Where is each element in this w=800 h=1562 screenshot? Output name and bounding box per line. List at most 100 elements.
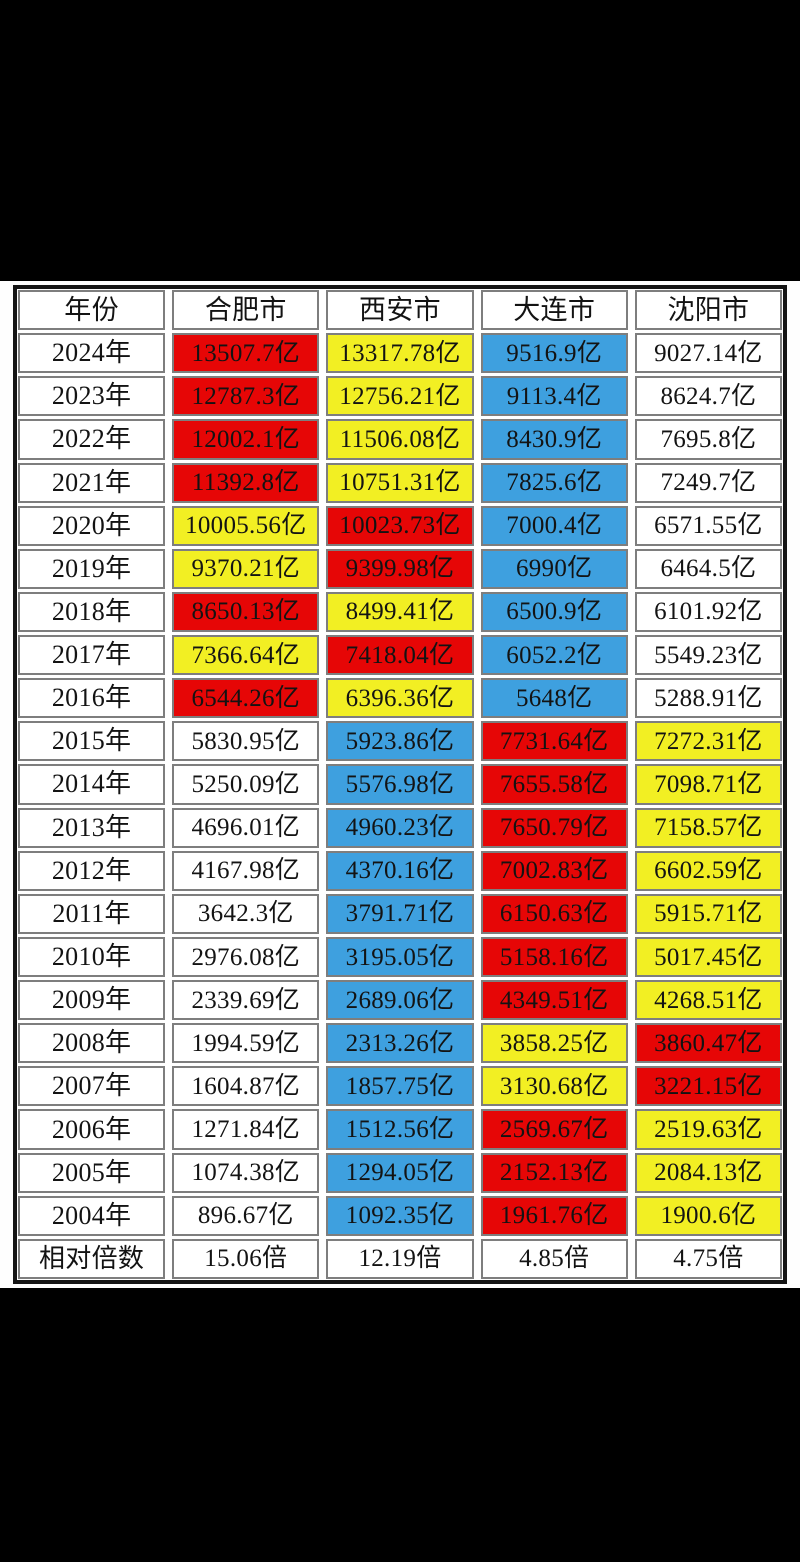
- top-black-band: [0, 0, 800, 281]
- value-cell: 7655.58亿: [480, 764, 628, 805]
- footer-value-cell: 4.85倍: [480, 1238, 628, 1279]
- value-cell: 2689.06亿: [326, 980, 474, 1021]
- value-cell: 9516.9亿: [480, 333, 628, 374]
- year-cell: 2012年: [18, 850, 166, 891]
- year-cell: 2014年: [18, 764, 166, 805]
- year-cell: 2024年: [18, 333, 166, 374]
- value-cell: 5923.86亿: [326, 721, 474, 762]
- value-cell: 6602.59亿: [634, 850, 782, 891]
- bottom-black-band: [0, 1288, 800, 1562]
- year-cell: 2008年: [18, 1023, 166, 1064]
- value-cell: 7098.71亿: [634, 764, 782, 805]
- value-cell: 5830.95亿: [172, 721, 320, 762]
- gdp-comparison-table: 年份 合肥市 西安市 大连市 沈阳市 2024年 13507.7亿 13317.78亿 9516…: [13, 285, 787, 1284]
- year-cell: 2017年: [18, 635, 166, 676]
- value-cell: 8499.41亿: [326, 591, 474, 633]
- value-cell: 2519.63亿: [634, 1109, 782, 1150]
- value-cell: 1900.6亿: [634, 1195, 782, 1236]
- value-cell: 1961.76亿: [480, 1195, 628, 1236]
- value-cell: 1604.87亿: [172, 1066, 320, 1107]
- table-page: 年份 合肥市 西安市 大连市 沈阳市 2024年 13507.7亿 13317.78亿 9516…: [0, 281, 800, 1288]
- value-cell: 7825.6亿: [480, 462, 628, 503]
- value-cell: 9027.14亿: [634, 333, 782, 374]
- value-cell: 2084.13亿: [634, 1152, 782, 1193]
- value-cell: 6990亿: [480, 548, 628, 589]
- header-cell-city: 西安市: [326, 290, 474, 331]
- value-cell: 6571.55亿: [634, 505, 782, 546]
- value-cell: 9399.98亿: [326, 548, 474, 589]
- year-cell: 2004年: [18, 1195, 166, 1236]
- value-cell: 2339.69亿: [172, 980, 320, 1021]
- value-cell: 3858.25亿: [480, 1023, 628, 1064]
- year-cell: 2021年: [18, 462, 166, 503]
- value-cell: 4370.16亿: [326, 850, 474, 891]
- value-cell: 5158.16亿: [480, 936, 628, 978]
- value-cell: 3130.68亿: [480, 1066, 628, 1107]
- value-cell: 5549.23亿: [634, 635, 782, 676]
- footer-label-cell: 相对倍数: [18, 1238, 166, 1279]
- value-cell: 6150.63亿: [480, 893, 628, 934]
- value-cell: 3195.05亿: [326, 936, 474, 978]
- value-cell: 5576.98亿: [326, 764, 474, 805]
- value-cell: 10023.73亿: [326, 505, 474, 546]
- value-cell: 1512.56亿: [326, 1109, 474, 1150]
- year-cell: 2011年: [18, 893, 166, 934]
- value-cell: 9113.4亿: [480, 376, 628, 417]
- value-cell: 1092.35亿: [326, 1195, 474, 1236]
- value-cell: 6544.26亿: [172, 678, 320, 719]
- value-cell: 6052.2亿: [480, 635, 628, 676]
- year-cell: 2006年: [18, 1109, 166, 1150]
- year-cell: 2023年: [18, 376, 166, 417]
- header-cell-city: 合肥市: [172, 290, 320, 331]
- value-cell: 5288.91亿: [634, 678, 782, 719]
- year-cell: 2019年: [18, 548, 166, 589]
- value-cell: 12002.1亿: [172, 419, 320, 460]
- value-cell: 2976.08亿: [172, 936, 320, 978]
- value-cell: 6396.36亿: [326, 678, 474, 719]
- value-cell: 1074.38亿: [172, 1152, 320, 1193]
- header-cell-city: 大连市: [480, 290, 628, 331]
- year-cell: 2005年: [18, 1152, 166, 1193]
- value-cell: 4960.23亿: [326, 807, 474, 848]
- value-cell: 10005.56亿: [172, 505, 320, 546]
- year-cell: 2013年: [18, 807, 166, 848]
- value-cell: 8430.9亿: [480, 419, 628, 460]
- value-cell: 7000.4亿: [480, 505, 628, 546]
- value-cell: 2313.26亿: [326, 1023, 474, 1064]
- value-cell: 896.67亿: [172, 1195, 320, 1236]
- value-cell: 12787.3亿: [172, 376, 320, 417]
- value-cell: 6101.92亿: [634, 591, 782, 633]
- value-cell: 8650.13亿: [172, 591, 320, 633]
- value-cell: 4167.98亿: [172, 850, 320, 891]
- value-cell: 4268.51亿: [634, 980, 782, 1021]
- value-cell: 7002.83亿: [480, 850, 628, 891]
- value-cell: 4349.51亿: [480, 980, 628, 1021]
- value-cell: 5017.45亿: [634, 936, 782, 978]
- value-cell: 5915.71亿: [634, 893, 782, 934]
- value-cell: 5250.09亿: [172, 764, 320, 805]
- value-cell: 11506.08亿: [326, 419, 474, 460]
- value-cell: 1857.75亿: [326, 1066, 474, 1107]
- year-cell: 2018年: [18, 591, 166, 633]
- value-cell: 3791.71亿: [326, 893, 474, 934]
- value-cell: 7366.64亿: [172, 635, 320, 676]
- header-cell-year: 年份: [18, 290, 166, 331]
- value-cell: 4696.01亿: [172, 807, 320, 848]
- year-cell: 2016年: [18, 678, 166, 719]
- value-cell: 1994.59亿: [172, 1023, 320, 1064]
- value-cell: 7695.8亿: [634, 419, 782, 460]
- value-cell: 11392.8亿: [172, 462, 320, 503]
- value-cell: 7731.64亿: [480, 721, 628, 762]
- value-cell: 8624.7亿: [634, 376, 782, 417]
- year-cell: 2022年: [18, 419, 166, 460]
- header-cell-city: 沈阳市: [634, 290, 782, 331]
- value-cell: 1294.05亿: [326, 1152, 474, 1193]
- value-cell: 10751.31亿: [326, 462, 474, 503]
- value-cell: 3642.3亿: [172, 893, 320, 934]
- footer-value-cell: 12.19倍: [326, 1238, 474, 1279]
- value-cell: 7650.79亿: [480, 807, 628, 848]
- value-cell: 13507.7亿: [172, 333, 320, 374]
- year-cell: 2020年: [18, 505, 166, 546]
- value-cell: 13317.78亿: [326, 333, 474, 374]
- value-cell: 6500.9亿: [480, 591, 628, 633]
